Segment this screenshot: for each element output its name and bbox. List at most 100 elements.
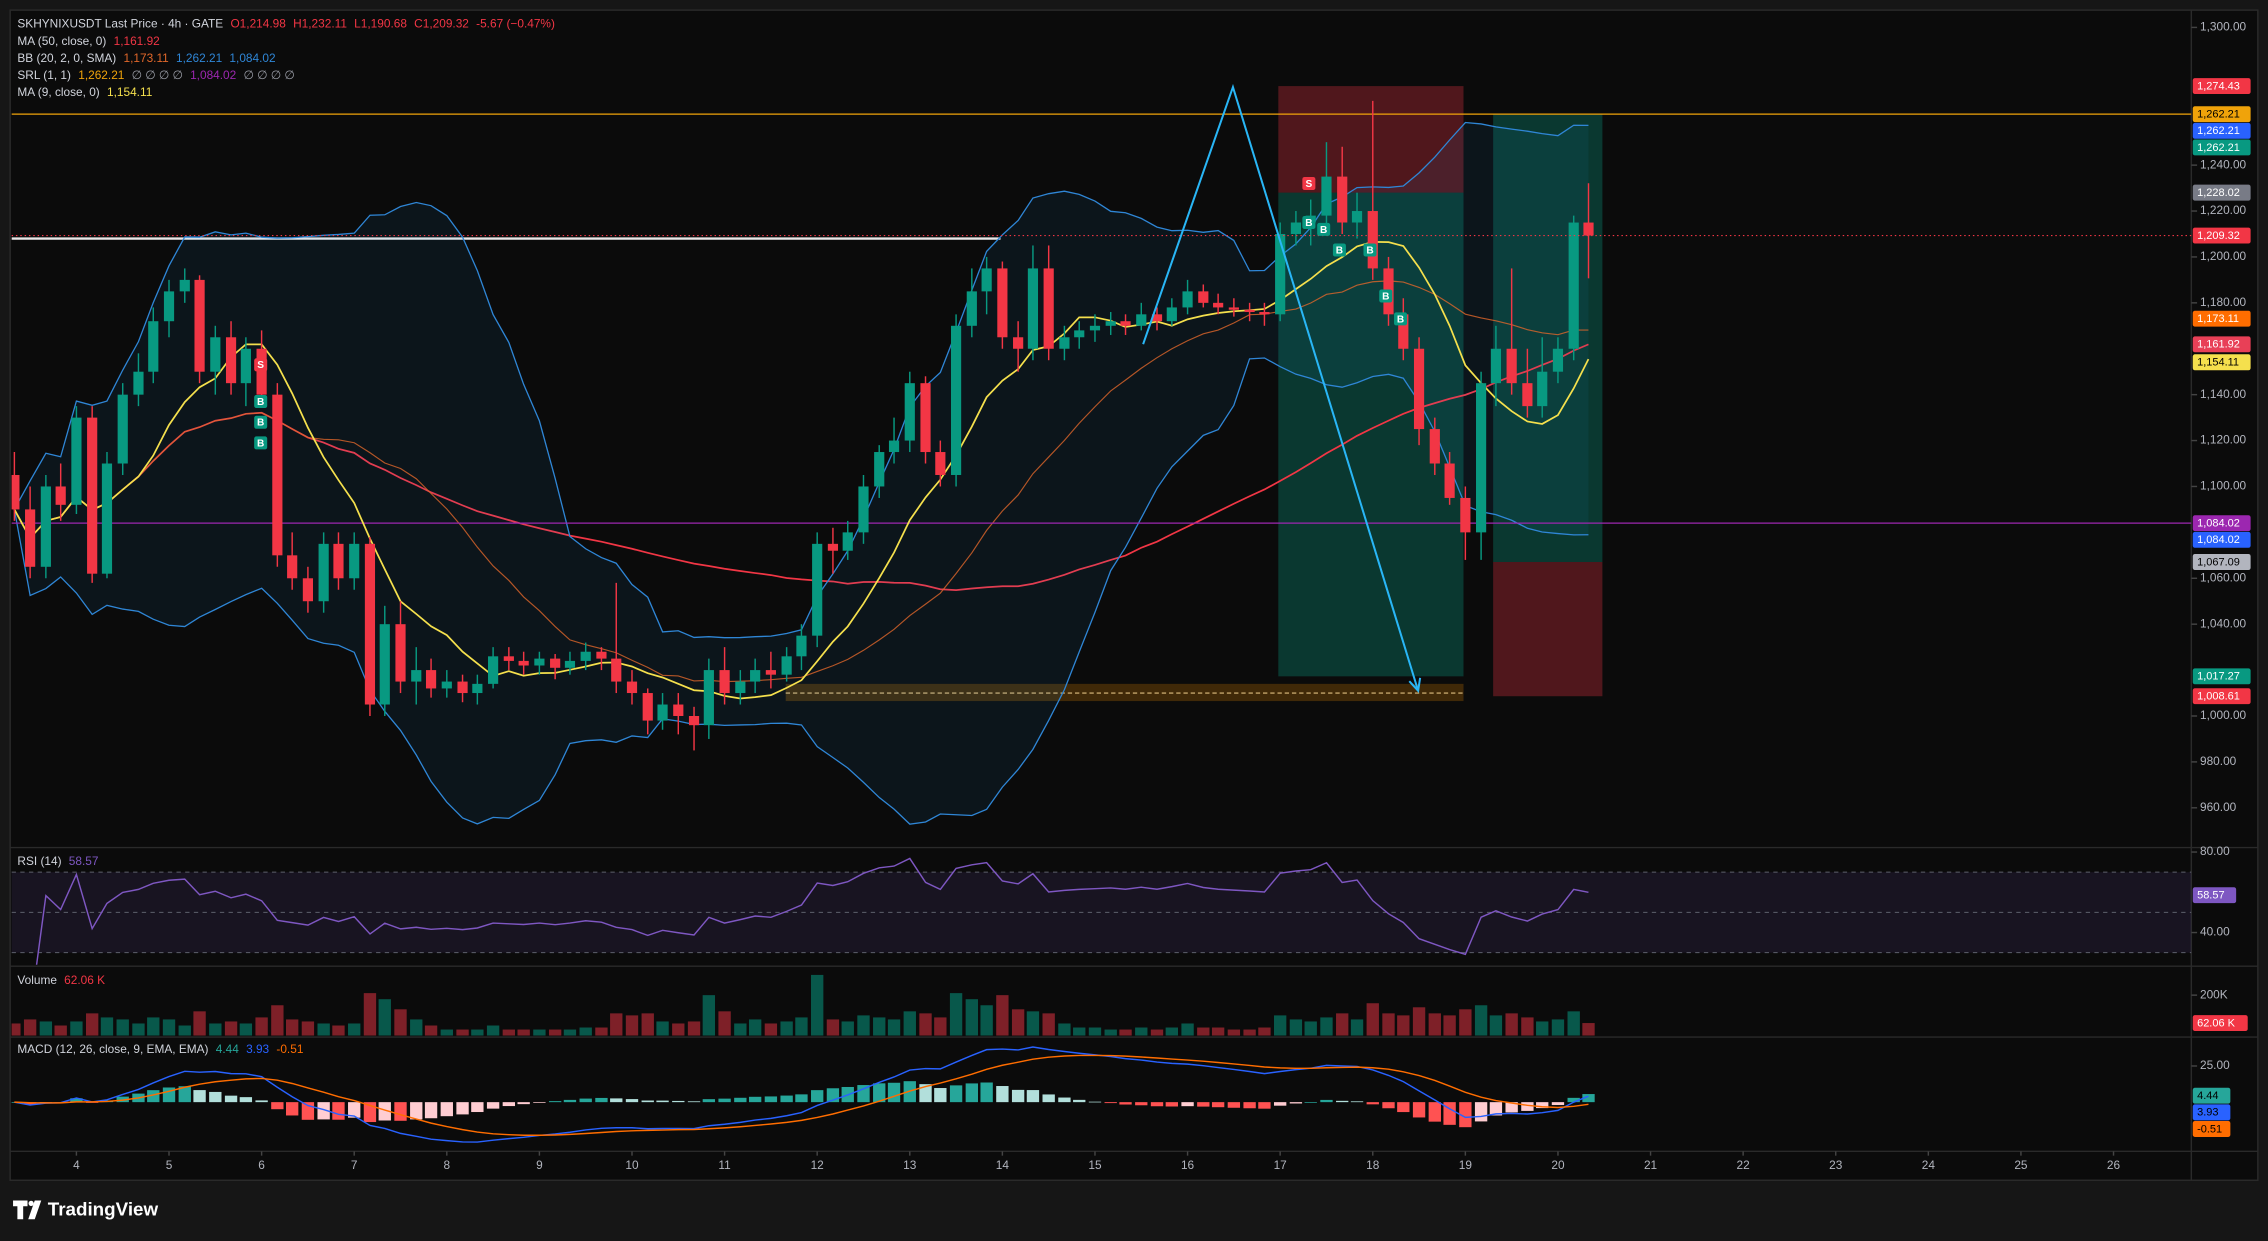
volume-bar — [641, 1013, 654, 1036]
macd-histogram — [1443, 1102, 1456, 1125]
candle-body — [379, 624, 390, 705]
volume-bar — [239, 1023, 253, 1036]
axis-value-text: 1,262.21 — [2197, 125, 2240, 137]
candle-body — [534, 658, 545, 666]
candle-body — [349, 543, 360, 579]
axis-value-label — [2192, 227, 2251, 244]
macd-histogram — [563, 1099, 577, 1103]
axis-value-text: 62.06 K — [2197, 1017, 2236, 1029]
signal-label: B — [1336, 245, 1343, 256]
macd-histogram — [1536, 1102, 1549, 1109]
macd-histogram — [641, 1100, 654, 1103]
volume-bar — [841, 1021, 854, 1036]
candle-body — [1120, 321, 1131, 326]
axis-value-text: 1,084.02 — [2197, 517, 2240, 529]
volume-tick-label: 200K — [2200, 987, 2228, 1001]
macd-histogram — [410, 1102, 423, 1120]
signal-marker — [1302, 215, 1316, 230]
macd-histogram — [332, 1102, 345, 1120]
axis-value-label — [2192, 139, 2251, 156]
rsi-tick-label: 80.00 — [2200, 844, 2230, 858]
volume-bar — [1505, 1013, 1518, 1036]
candle-body — [472, 683, 483, 694]
candle-body — [40, 486, 51, 567]
x-tick-label: 25 — [2014, 1158, 2028, 1172]
volume-bar — [317, 1023, 330, 1036]
signal-label: B — [257, 438, 264, 449]
macd-histogram — [471, 1102, 484, 1113]
macd-histogram — [934, 1088, 947, 1103]
volume-bar — [610, 1013, 623, 1036]
volume-bar — [54, 1025, 67, 1036]
macd-histogram — [147, 1090, 160, 1103]
x-tick-label: 19 — [1459, 1158, 1473, 1172]
volume-bar — [1366, 1003, 1379, 1036]
x-tick-label: 18 — [1366, 1158, 1380, 1172]
candle-body — [1367, 211, 1378, 269]
macd-histogram — [1428, 1102, 1441, 1122]
candle-body — [1337, 176, 1348, 223]
macd-histogram — [1104, 1102, 1117, 1104]
x-tick-label: 7 — [351, 1158, 358, 1172]
legend-text: 1,084.02 — [190, 68, 236, 82]
tv-logo — [13, 1200, 42, 1220]
signal-label: S — [257, 360, 264, 371]
volume-bar — [1073, 1027, 1086, 1036]
macd-histogram — [1489, 1102, 1503, 1116]
legend-text: O1,214.98 — [230, 17, 286, 31]
axis-value-label — [2192, 887, 2237, 904]
signal-marker — [1379, 289, 1393, 303]
volume-bar — [1088, 1027, 1102, 1036]
volume-bar — [795, 1017, 808, 1036]
macd-histogram — [517, 1102, 530, 1105]
volume-bar — [1428, 1013, 1441, 1036]
candle-body — [1568, 222, 1579, 349]
candle-body — [1460, 497, 1471, 533]
y-tick-label: 1,200.00 — [2200, 249, 2247, 263]
y-tick-label: 960.00 — [2200, 800, 2237, 814]
axis-value-label — [2192, 122, 2251, 139]
macd-histogram — [764, 1096, 778, 1103]
candle-body — [842, 532, 853, 551]
macd-histogram — [887, 1082, 901, 1103]
volume-bar — [748, 1019, 762, 1036]
axis-value-text: 1,274.43 — [2197, 80, 2240, 92]
axis-value-label — [2192, 1104, 2231, 1121]
macd-histogram — [116, 1096, 129, 1103]
candle-body — [550, 658, 561, 668]
macd-histogram — [1567, 1097, 1580, 1103]
volume-bar — [1443, 1015, 1456, 1036]
x-tick-label: 12 — [811, 1158, 824, 1172]
candle-body — [518, 660, 529, 666]
axis-value-label — [2192, 336, 2251, 353]
macd-histogram — [1227, 1102, 1241, 1108]
volume-bar — [965, 999, 978, 1036]
volume-bar — [934, 1017, 947, 1036]
axis-value-label — [2192, 515, 2251, 532]
axis-value-label — [2192, 78, 2251, 95]
candle-body — [1182, 291, 1193, 308]
candle-body — [133, 371, 144, 395]
candle-body — [888, 440, 900, 453]
signal-marker — [1317, 222, 1331, 236]
macd-histogram — [811, 1090, 824, 1103]
candle-body — [55, 486, 66, 505]
macd-histogram — [1165, 1102, 1179, 1107]
candle-body — [441, 681, 452, 689]
signal-marker — [1332, 243, 1346, 257]
candle-body — [1213, 302, 1224, 308]
volume-bar — [11, 1023, 21, 1036]
candle-body — [503, 656, 514, 661]
candle-body — [1259, 312, 1270, 315]
candle-body — [874, 452, 885, 487]
macd-histogram — [239, 1097, 253, 1103]
rsi-tick-label: 40.00 — [2200, 925, 2230, 939]
macd-histogram — [1382, 1102, 1395, 1109]
volume-bar — [486, 1025, 500, 1036]
x-tick-label: 13 — [903, 1158, 917, 1172]
volume-bar — [332, 1025, 345, 1036]
legend-text: 62.06 K — [64, 973, 105, 987]
candle-body — [457, 681, 468, 694]
macd-histogram — [533, 1102, 546, 1103]
axis-value-label — [2192, 354, 2251, 371]
